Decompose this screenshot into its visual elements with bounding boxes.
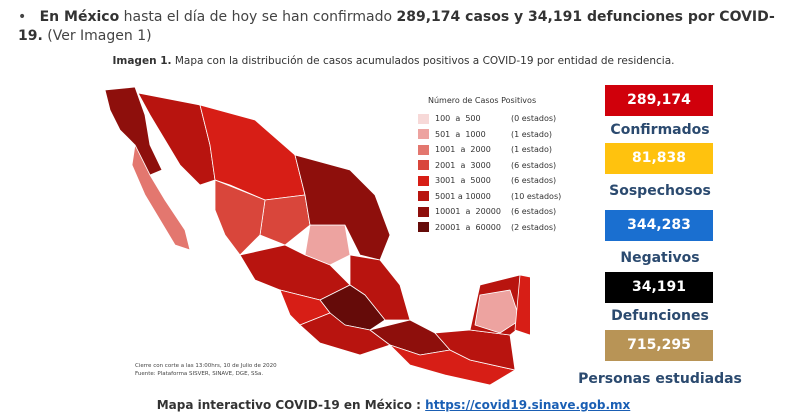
legend-title: Número de Casos Positivos	[428, 96, 537, 105]
stat-box: 289,174	[605, 85, 713, 116]
footer-link[interactable]: https://covid19.sinave.gob.mx	[425, 398, 631, 412]
stat-label: Confirmados	[610, 122, 710, 138]
legend-swatch	[418, 129, 429, 140]
legend: Número de Casos Positivos 100 a 500 (0 es…	[418, 96, 561, 235]
legend-range: 2001 a 3000	[435, 160, 491, 170]
caption: Imagen 1. Mapa con la distribución de ca…	[0, 55, 787, 67]
legend-range: 1001 a 2000	[435, 145, 491, 155]
legend-row: 10001 a 20000 (6 estados)	[418, 204, 561, 220]
state	[259, 194, 311, 246]
legend-row: 5001 a 10000 (10 estados)	[418, 189, 561, 205]
legend-count: (1 estado)	[511, 129, 552, 139]
legend-row: 501 a 1000 (1 estado)	[418, 127, 561, 143]
legend-row: 1001 a 2000 (1 estado)	[418, 142, 561, 158]
legend-swatch	[418, 191, 429, 202]
footer: Mapa interactivo COVID-19 en México : ht…	[0, 398, 787, 412]
legend-range: 20001 a 60000	[435, 222, 501, 232]
stat-box: 81,838	[605, 143, 713, 174]
legend-swatch	[418, 160, 429, 171]
legend-row: 3001 a 5000 (6 estados)	[418, 173, 561, 189]
legend-count: (1 estado)	[511, 145, 552, 155]
legend-count: (6 estados)	[511, 207, 557, 217]
legend-range: 10001 a 20000	[435, 207, 501, 217]
legend-count: (0 estados)	[511, 114, 557, 124]
footer-text: Mapa interactivo COVID-19 en México :	[156, 398, 421, 412]
legend-swatch	[418, 144, 429, 155]
state	[104, 86, 163, 176]
legend-count: (6 estados)	[511, 176, 557, 186]
note-line: Fuente: Plataforma SISVER, SINAVE, DGE, …	[135, 371, 264, 377]
bullet: • En México hasta el día de hoy se han c…	[18, 9, 775, 44]
legend-items: 100 a 500 (0 estados) 501 a 1000 (1 estado)…	[418, 111, 561, 235]
stat-label: Personas estudiadas	[578, 371, 742, 387]
state	[294, 154, 391, 261]
legend-swatch	[418, 175, 429, 186]
stat-box: 715,295	[605, 330, 713, 361]
legend-range: 3001 a 5000	[435, 176, 491, 186]
legend-count: (6 estados)	[511, 160, 557, 170]
note: Cierre con corte a las 13:00hrs, 10 de J…	[135, 362, 277, 378]
legend-count: (10 estados)	[511, 191, 562, 201]
legend-count: (2 estados)	[511, 222, 557, 232]
bullet-tail: (Ver Imagen 1)	[47, 28, 152, 44]
legend-swatch	[418, 206, 429, 217]
state	[369, 319, 451, 356]
stat-label: Negativos	[620, 250, 700, 266]
stat-label: Defunciones	[611, 308, 709, 324]
stat-box: 344,283	[605, 210, 713, 241]
bullet-highlight: 289,174 casos y 34,191 defunciones por C…	[18, 9, 775, 44]
legend-swatch	[418, 222, 429, 233]
bullet-lead: En México	[39, 9, 120, 25]
caption-label: Imagen 1.	[112, 55, 172, 67]
note-line: Cierre con corte a las 13:00hrs, 10 de J…	[135, 363, 277, 369]
legend-row: 100 a 500 (0 estados)	[418, 111, 561, 127]
caption-text: Mapa con la distribución de casos acumul…	[174, 55, 675, 67]
legend-row: 20001 a 60000 (2 estados)	[418, 220, 561, 236]
state	[514, 274, 530, 336]
legend-range: 501 a 1000	[435, 129, 486, 139]
legend-range: 5001 a 10000	[435, 191, 491, 201]
legend-row: 2001 a 3000 (6 estados)	[418, 158, 561, 174]
state	[474, 289, 521, 334]
bullet-text: hasta el día de hoy se han confirmado	[123, 9, 393, 25]
legend-range: 100 a 500	[435, 114, 481, 124]
stat-box: 34,191	[605, 272, 713, 303]
stat-label: Sospechosos	[609, 183, 711, 199]
legend-swatch	[418, 113, 429, 124]
map	[104, 86, 530, 386]
state	[131, 144, 191, 251]
